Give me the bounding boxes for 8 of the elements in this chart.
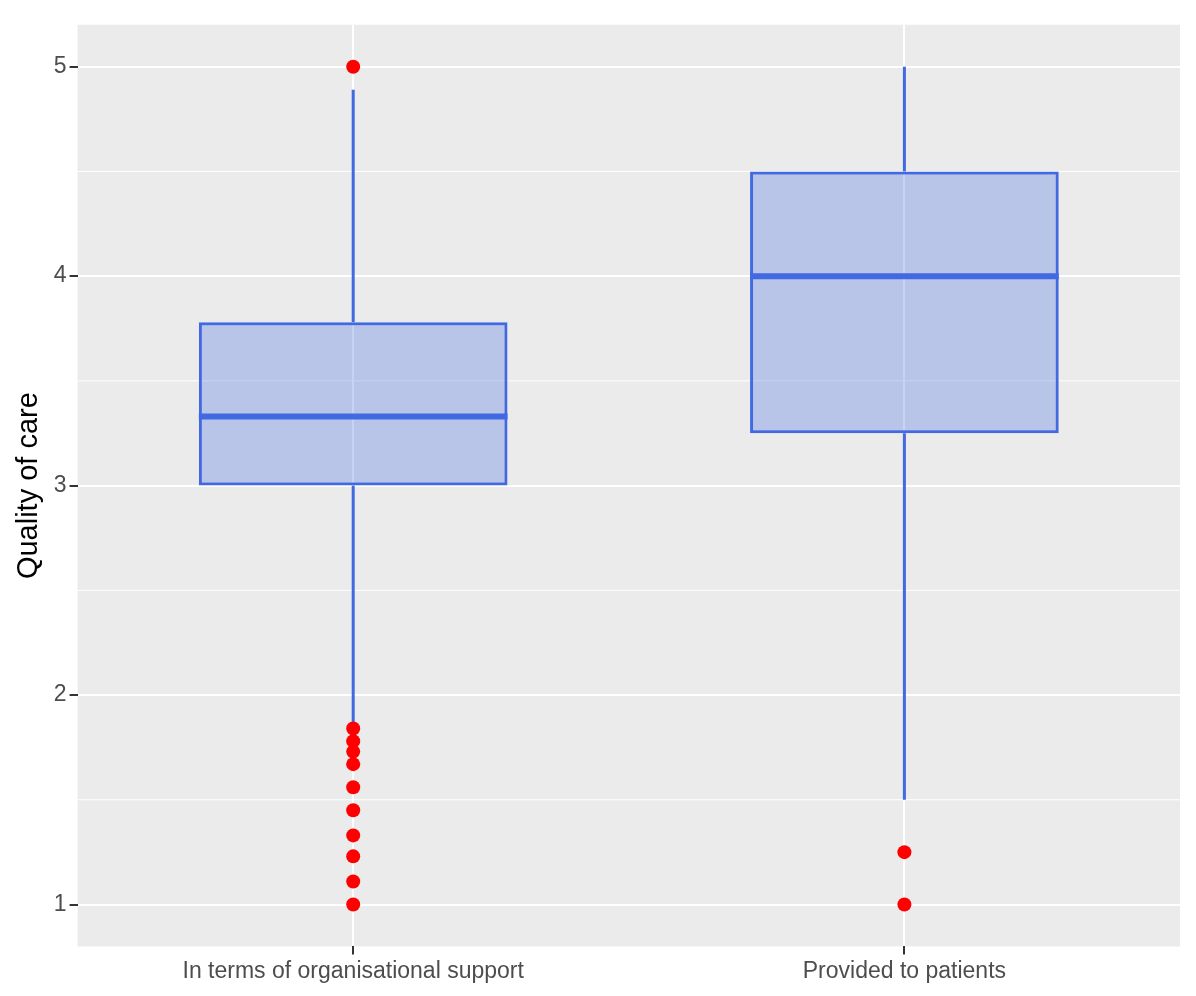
- x-tick-label: In terms of organisational support: [182, 956, 525, 983]
- x-tick-label: Provided to patients: [802, 956, 1007, 983]
- y-tick-label: 4: [53, 261, 67, 288]
- y-tick-label: 1: [53, 889, 67, 916]
- y-tick-label: 2: [53, 680, 67, 707]
- y-tick-label: 5: [53, 52, 67, 79]
- y-axis-title: Quality of care: [11, 392, 44, 580]
- y-tick-label: 3: [53, 470, 67, 497]
